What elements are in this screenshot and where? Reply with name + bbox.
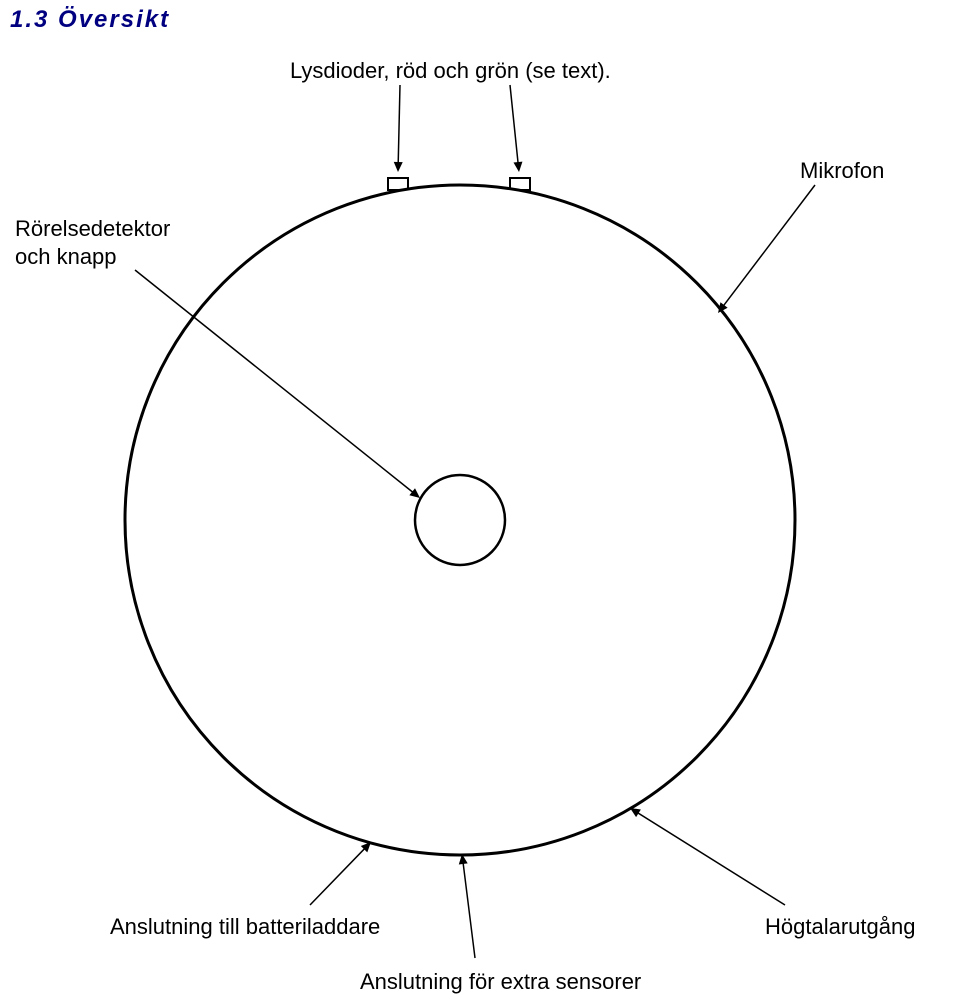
label-charger: Anslutning till batteriladdare xyxy=(110,913,380,942)
label-motion-l1: Rörelsedetektor xyxy=(15,215,170,244)
section-heading: 1.3 Översikt xyxy=(10,6,170,34)
label-motion-l2: och knapp xyxy=(15,243,117,272)
label-leds: Lysdioder, röd och grön (se text). xyxy=(290,57,611,86)
label-speaker: Högtalarutgång xyxy=(765,913,915,942)
label-sensors: Anslutning för extra sensorer xyxy=(360,968,641,997)
label-microphone: Mikrofon xyxy=(800,157,884,186)
overview-diagram xyxy=(0,0,960,986)
